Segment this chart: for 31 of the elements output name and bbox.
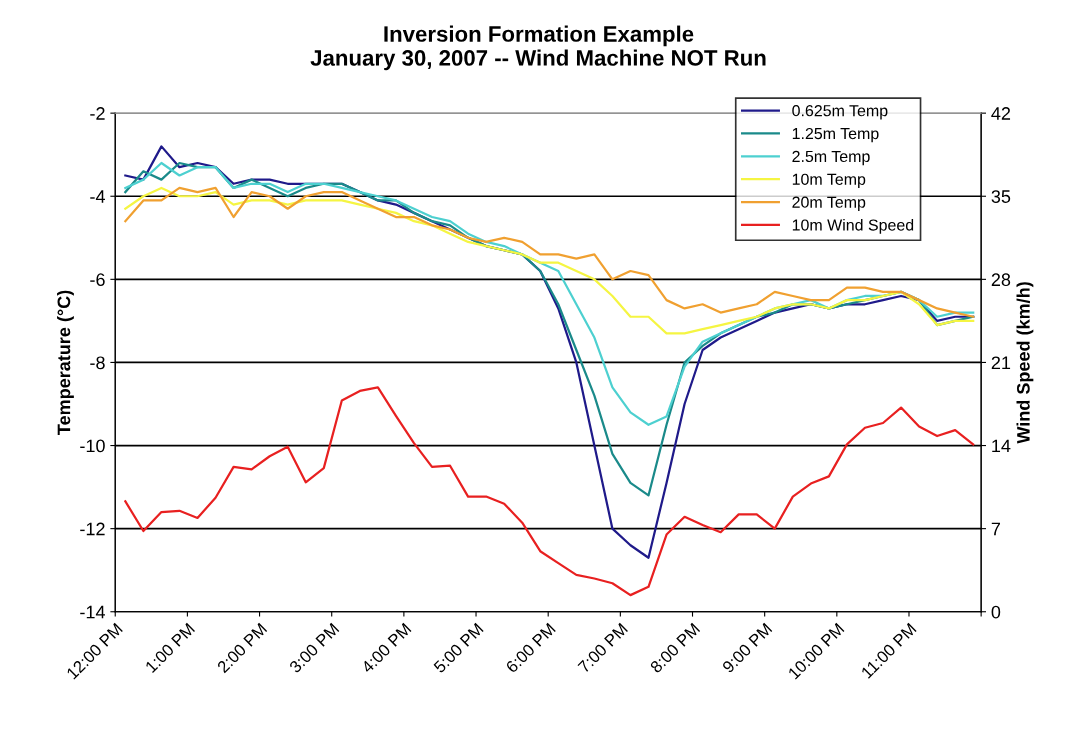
legend-label: 1.25m Temp xyxy=(792,127,879,143)
y-tick-label: -4 xyxy=(90,190,105,203)
legend-label: 10m Wind Speed xyxy=(792,218,914,234)
legend-label: 0.625m Temp xyxy=(792,105,888,120)
y-tick-label: -6 xyxy=(90,273,105,287)
y-axis-title: Temperature (°C) xyxy=(57,290,74,435)
y-tick-label: -2 xyxy=(90,107,105,120)
legend-label: 2.5m Temp xyxy=(792,150,870,166)
x-tick-label: 4:00 PM xyxy=(360,622,412,674)
x-tick-label: 6:00 PM xyxy=(505,622,556,674)
y2-tick-label: 7 xyxy=(991,522,1000,536)
x-tick-label: 2:00 PM xyxy=(216,622,268,674)
x-tick-label: 7:00 PM xyxy=(577,622,629,674)
y-tick-label: -12 xyxy=(80,522,105,536)
legend-label: 20m Temp xyxy=(792,196,866,211)
y-tick-label: -14 xyxy=(80,605,105,619)
y2-axis-title: Wind Speed (km/h) xyxy=(1016,282,1034,444)
x-tick-label: 8:00 PM xyxy=(649,622,701,674)
y2-tick-label: 21 xyxy=(991,356,1011,369)
chart-title: Inversion Formation Example January 30, 2007 -- Wind Machine NOT Run xyxy=(310,25,766,71)
y2-tick-label: 14 xyxy=(992,439,1011,453)
x-tick-label: 9:00 PM xyxy=(721,622,773,674)
y2-tick-label: 42 xyxy=(991,107,1011,120)
line-series xyxy=(124,386,975,597)
legend-label: 10m Temp xyxy=(792,173,866,189)
y2-tick-label: 28 xyxy=(991,273,1011,287)
y-tick-label: -10 xyxy=(80,439,105,453)
x-tick-label: 3:00 PM xyxy=(288,622,340,674)
y2-tick-label: 35 xyxy=(991,190,1011,203)
y-tick-label: -8 xyxy=(90,356,105,370)
y2-tick-label: 0 xyxy=(991,605,1001,619)
